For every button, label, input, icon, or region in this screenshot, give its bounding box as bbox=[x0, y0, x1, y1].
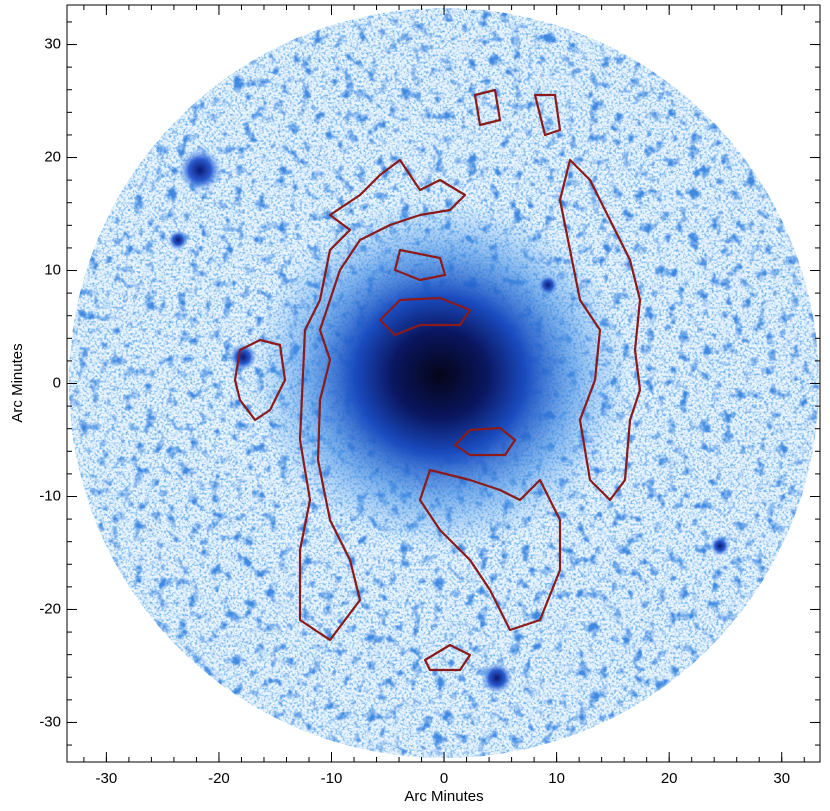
x-tick-label: -10 bbox=[321, 770, 343, 787]
contours bbox=[233, 88, 642, 672]
x-tick-label: 30 bbox=[773, 770, 790, 787]
x-tick-label: 10 bbox=[548, 770, 565, 787]
y-tick-label: -10 bbox=[39, 487, 61, 504]
x-tick-label: 0 bbox=[440, 770, 448, 787]
x-tick-label: -20 bbox=[208, 770, 230, 787]
y-tick-label: -20 bbox=[39, 600, 61, 617]
y-tick-label: 20 bbox=[44, 148, 61, 165]
y-tick-label: 30 bbox=[44, 36, 61, 53]
x-axis-label: Arc Minutes bbox=[404, 788, 483, 805]
y-axis-label: Arc Minutes bbox=[9, 343, 26, 422]
sky-image bbox=[69, 8, 819, 758]
x-tick-label: 20 bbox=[661, 770, 678, 787]
x-tick-label: -30 bbox=[96, 770, 118, 787]
y-tick-label: -30 bbox=[39, 713, 61, 730]
y-tick-label: 0 bbox=[53, 374, 61, 391]
y-tick-label: 10 bbox=[44, 261, 61, 278]
